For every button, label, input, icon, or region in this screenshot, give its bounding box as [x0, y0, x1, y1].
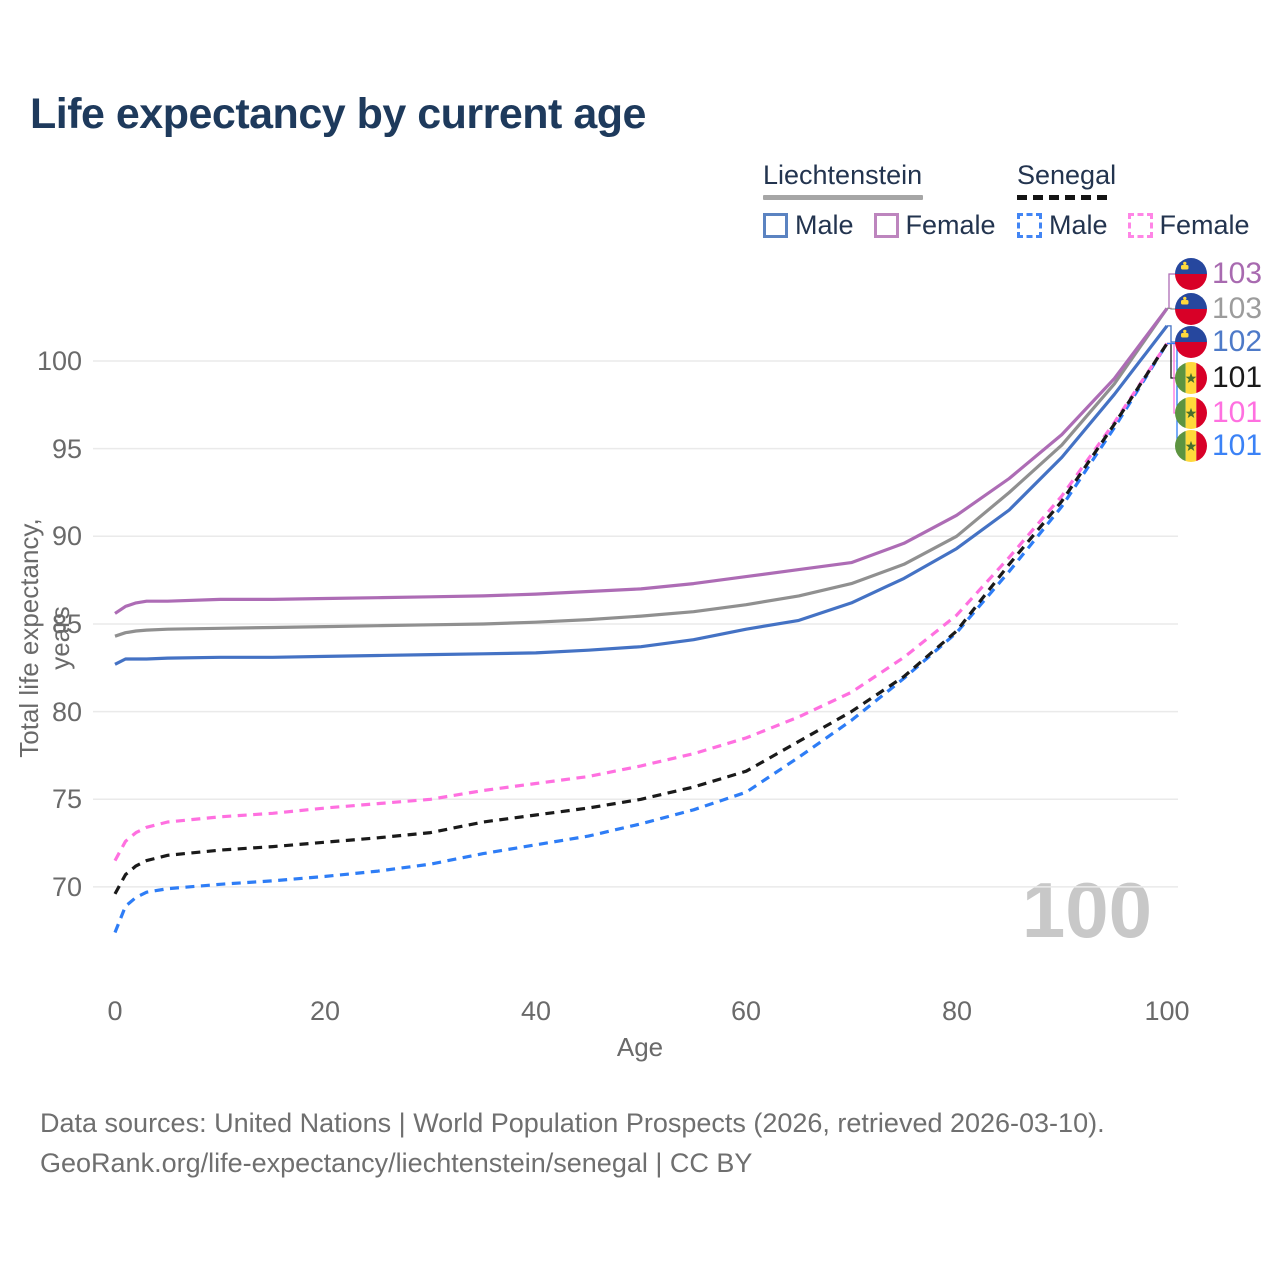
- legend-item-label: Female: [1159, 210, 1250, 240]
- x-tick-label: 80: [941, 996, 973, 1026]
- liechtenstein-flag-icon: [1175, 258, 1207, 290]
- legend-swatch-solid-blue: [763, 213, 788, 238]
- y-tick-label: 70: [51, 872, 82, 902]
- series-end-value-liechtenstein-male: 102: [1212, 325, 1263, 358]
- legend-country-senegal[interactable]: Senegal: [1017, 160, 1117, 190]
- y-tick-label: 75: [51, 784, 82, 814]
- series-end-value-senegal-both: 101: [1212, 361, 1263, 394]
- x-axis-title: Age: [616, 1032, 664, 1062]
- y-tick-label: 90: [51, 521, 82, 551]
- legend-item-label: Male: [1049, 210, 1108, 240]
- liechtenstein-flag-icon: [1175, 326, 1207, 358]
- label-connector: [1167, 342, 1178, 447]
- x-tick-label: 0: [107, 996, 123, 1026]
- hovered-age-watermark: 100: [1021, 866, 1152, 954]
- series-line: [113, 342, 1169, 934]
- legend-item-liechtenstein-male[interactable]: Male: [763, 210, 854, 241]
- x-tick-label: 100: [1144, 996, 1190, 1026]
- page-title: Life expectancy by current age: [30, 90, 646, 138]
- legend-linestyle-dashed-swatch: [1017, 195, 1110, 200]
- series-line: [113, 342, 1169, 862]
- series-end-value-liechtenstein-female: 103: [1212, 257, 1263, 290]
- liechtenstein-flag-icon: [1175, 293, 1207, 325]
- legend-swatch-dashed-blue: [1017, 213, 1042, 238]
- x-tick-label: 60: [730, 996, 762, 1026]
- legend-item-label: Female: [905, 210, 996, 240]
- senegal-flag-icon: [1175, 397, 1207, 429]
- legend-group-senegal: Senegal Male Female: [1017, 160, 1250, 241]
- y-tick-label: 95: [51, 434, 82, 464]
- y-tick-label: 80: [51, 697, 82, 727]
- y-axis-title: Total life expectancy, years: [14, 518, 75, 758]
- legend-group-liechtenstein: Liechtenstein Male Female: [763, 160, 996, 241]
- senegal-flag-icon: [1175, 362, 1207, 394]
- series-line: [114, 307, 1169, 638]
- label-connector: [1167, 325, 1176, 343]
- legend-item-senegal-male[interactable]: Male: [1017, 210, 1108, 241]
- legend-country-liechtenstein[interactable]: Liechtenstein: [763, 160, 923, 190]
- series-end-value-senegal-male: 101: [1212, 429, 1263, 462]
- series-line: [113, 342, 1169, 895]
- series-end-value-liechtenstein-both: 103: [1212, 292, 1263, 325]
- series-end-value-senegal-female: 101: [1212, 396, 1263, 429]
- legend-item-label: Male: [795, 210, 854, 240]
- legend-swatch-solid-purple: [873, 213, 899, 238]
- legend-item-senegal-female[interactable]: Female: [1127, 210, 1250, 241]
- label-connector: [1167, 273, 1176, 310]
- legend-item-liechtenstein-female[interactable]: Female: [873, 210, 996, 241]
- x-tick-label: 40: [520, 996, 552, 1026]
- attribution-link-text[interactable]: GeoRank.org/life-expectancy/liechtenstei…: [40, 1148, 753, 1178]
- series-line: [114, 307, 1169, 615]
- x-tick-label: 20: [309, 996, 341, 1026]
- series-line: [114, 324, 1169, 666]
- senegal-flag-icon: [1175, 430, 1207, 462]
- legend-linestyle-solid-swatch: [763, 195, 923, 200]
- y-tick-label: 85: [51, 609, 82, 639]
- y-tick-label: 100: [36, 346, 82, 376]
- label-connector: [1167, 307, 1176, 310]
- legend-swatch-dashed-pink: [1127, 213, 1153, 238]
- data-sources-text: Data sources: United Nations | World Pop…: [40, 1108, 1105, 1138]
